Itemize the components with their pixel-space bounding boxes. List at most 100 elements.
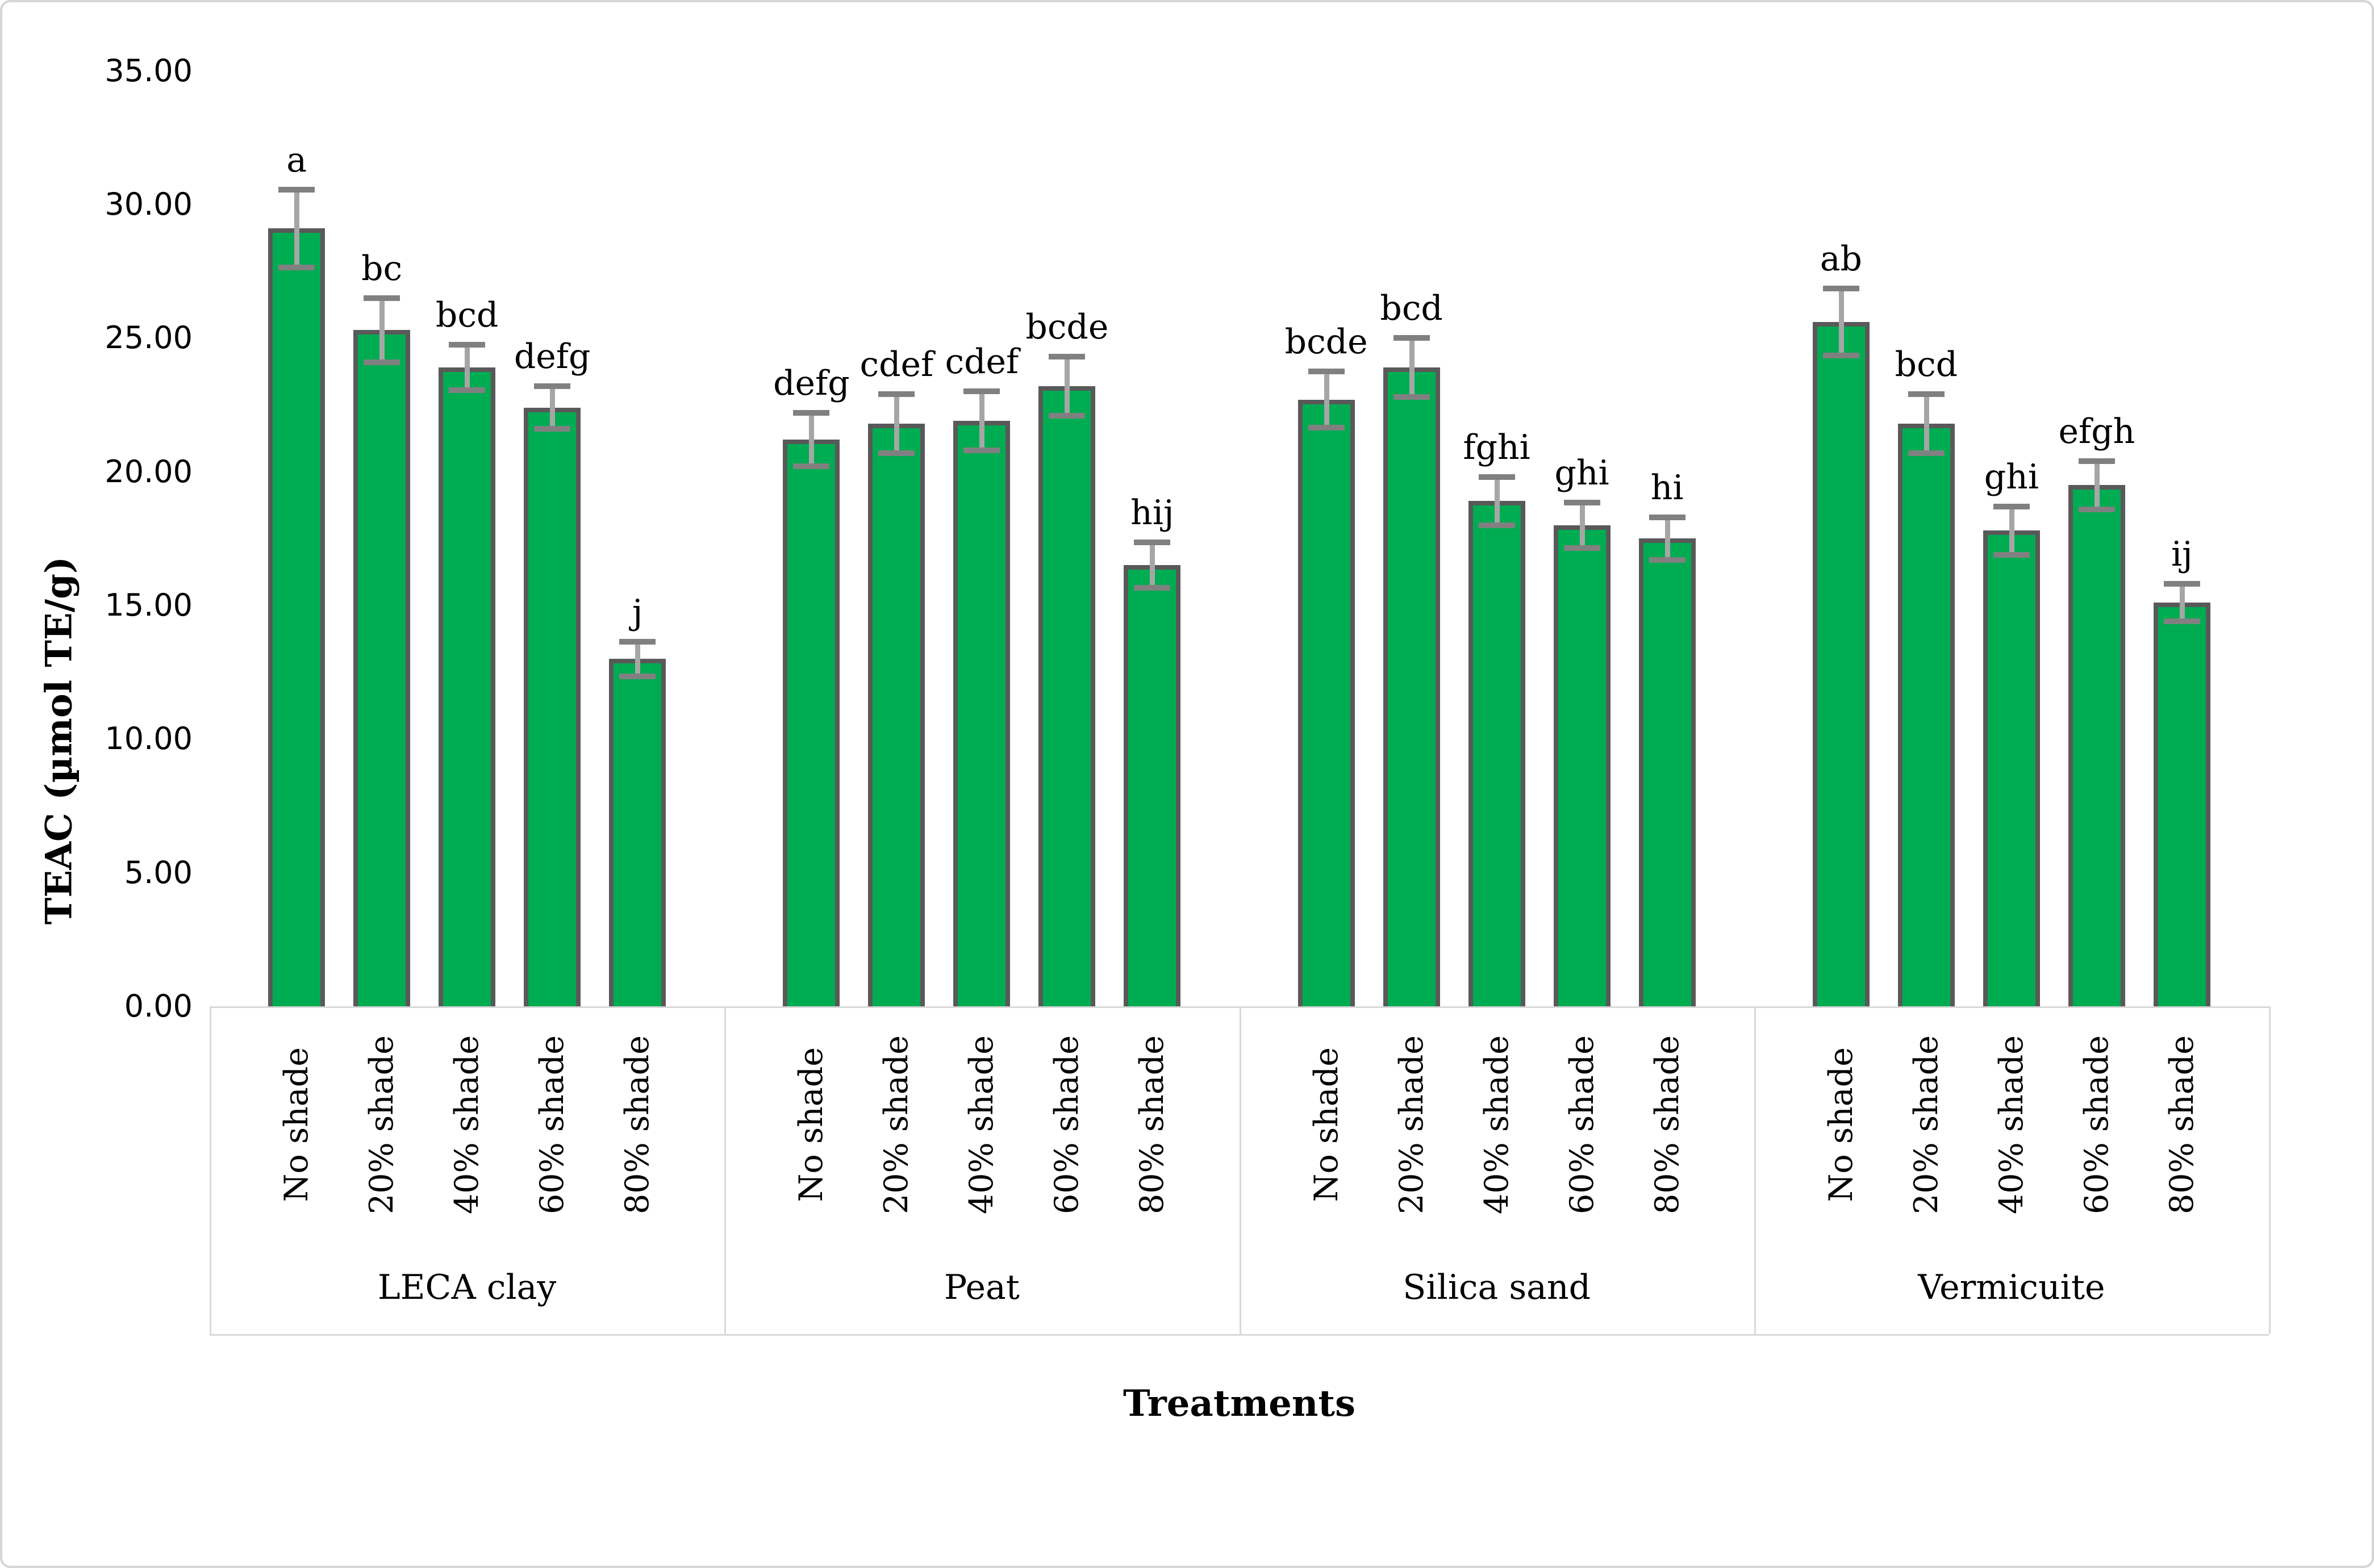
bar-silica-sand-60shade [1553, 525, 1611, 1006]
group-separator-line [1239, 1006, 1241, 1334]
error-bar-top-cap [1478, 474, 1515, 480]
significance-letter: bcde [1025, 307, 1109, 348]
category-label-cell: 80% shade [586, 1021, 689, 1229]
significance-letter: cdef [860, 345, 934, 385]
error-bar-bottom-cap [2078, 506, 2115, 512]
error-bar-bottom-cap [1993, 551, 2030, 558]
error-bar-top-cap [1049, 354, 1086, 360]
significance-letter: defg [773, 363, 850, 404]
error-bar-bottom-cap [449, 387, 486, 394]
category-label: 20% shade [1907, 1035, 1945, 1214]
significance-letter: hij [1130, 493, 1174, 533]
error-bar-top-cap [278, 187, 315, 193]
error-bar-bottom-cap [364, 359, 400, 365]
error-bar-top-cap [963, 388, 1000, 395]
category-label: 80% shade [1133, 1035, 1171, 1214]
error-bar-bottom-cap [1478, 522, 1515, 528]
bar-leca-clay-Noshade [268, 228, 326, 1006]
error-bar-whisker [1409, 338, 1415, 397]
group-separator-line [724, 1006, 727, 1334]
error-bar-whisker [1838, 288, 1844, 356]
category-label-cell: 80% shade [1101, 1021, 1203, 1229]
error-bar-top-cap [449, 342, 486, 348]
category-label: 80% shade [2163, 1035, 2201, 1214]
y-tick-label: 35.00 [105, 52, 193, 89]
category-label: 60% shade [1048, 1035, 1086, 1214]
bar-peat-Noshade [783, 440, 840, 1006]
significance-letter: a [286, 140, 307, 181]
error-bar-whisker [1065, 357, 1070, 416]
error-bar-top-cap [2078, 458, 2115, 464]
category-label: 60% shade [533, 1035, 571, 1214]
category-label: 20% shade [1392, 1035, 1430, 1214]
error-bar-bottom-cap [1049, 412, 1086, 419]
category-label: 20% shade [878, 1035, 916, 1214]
significance-letter: bcde [1284, 322, 1368, 362]
group-label: LECA clay [377, 1267, 557, 1307]
category-label-cell: 80% shade [2131, 1021, 2233, 1229]
error-bar-whisker [1664, 517, 1670, 560]
bar-vermicuite-Noshade [1812, 322, 1870, 1006]
category-label: No shade [1822, 1047, 1860, 1202]
error-bar-whisker [294, 190, 300, 267]
bar-vermicuite-40shade [1983, 530, 2040, 1006]
category-label: No shade [792, 1047, 831, 1202]
error-bar-top-cap [793, 410, 830, 416]
category-label: 80% shade [1648, 1035, 1686, 1214]
bar-vermicuite-20shade [1897, 423, 1955, 1006]
significance-letter: bcd [435, 295, 499, 336]
group-separator-line [2269, 1006, 2271, 1334]
bar-leca-clay-80shade [609, 659, 666, 1006]
significance-letter: ij [2171, 534, 2193, 575]
significance-letter: efgh [2058, 411, 2135, 451]
error-bar-top-cap [1393, 335, 1430, 341]
error-bar-bottom-cap [1134, 585, 1171, 591]
error-bar-bottom-cap [534, 426, 571, 432]
error-bar-whisker [809, 413, 815, 467]
error-bar-top-cap [1134, 540, 1171, 546]
y-tick-label: 20.00 [105, 453, 193, 490]
bar-silica-sand-20shade [1383, 367, 1440, 1006]
error-bar-bottom-cap [278, 264, 315, 270]
error-bar-whisker [1494, 477, 1500, 525]
y-tick-label: 5.00 [124, 854, 193, 890]
significance-letter: ghi [1554, 453, 1609, 493]
error-bar-top-cap [1908, 391, 1945, 398]
error-bar-bottom-cap [963, 448, 1000, 454]
significance-letter: defg [514, 337, 591, 377]
error-bar-whisker [1579, 502, 1585, 548]
y-tick-label: 30.00 [105, 186, 193, 223]
error-bar-bottom-cap [793, 463, 830, 470]
bar-vermicuite-60shade [2068, 485, 2125, 1006]
significance-letter: bcd [1380, 288, 1443, 329]
y-tick-label: 0.00 [124, 988, 193, 1024]
error-bar-whisker [979, 391, 985, 451]
error-bar-whisker [550, 386, 556, 429]
category-label: 40% shade [1992, 1035, 2030, 1214]
error-bar-top-cap [1308, 369, 1345, 375]
bar-peat-60shade [1038, 386, 1096, 1006]
group-separator-line [1754, 1006, 1756, 1334]
error-bar-top-cap [2163, 581, 2200, 587]
significance-letter: hi [1650, 467, 1684, 508]
error-bar-whisker [2179, 584, 2185, 622]
significance-letter: ghi [1984, 457, 2039, 497]
error-bar-whisker [379, 298, 385, 362]
significance-letter: bc [361, 248, 403, 288]
error-bar-bottom-cap [1649, 557, 1685, 563]
error-bar-whisker [894, 394, 900, 453]
category-label: 80% shade [619, 1035, 657, 1214]
error-bar-whisker [2094, 461, 2100, 509]
category-label: 60% shade [1563, 1035, 1601, 1214]
significance-letter: j [632, 592, 643, 632]
category-label: 40% shade [1478, 1035, 1516, 1214]
error-bar-bottom-cap [619, 673, 656, 679]
bar-silica-sand-80shade [1638, 538, 1696, 1006]
bar-peat-20shade [868, 423, 925, 1006]
error-bar-bottom-cap [1393, 394, 1430, 400]
error-bar-top-cap [619, 638, 656, 645]
bar-silica-sand-Noshade [1297, 399, 1355, 1006]
error-bar-top-cap [1822, 286, 1859, 292]
bar-peat-80shade [1124, 565, 1181, 1006]
error-bar-top-cap [878, 391, 915, 398]
